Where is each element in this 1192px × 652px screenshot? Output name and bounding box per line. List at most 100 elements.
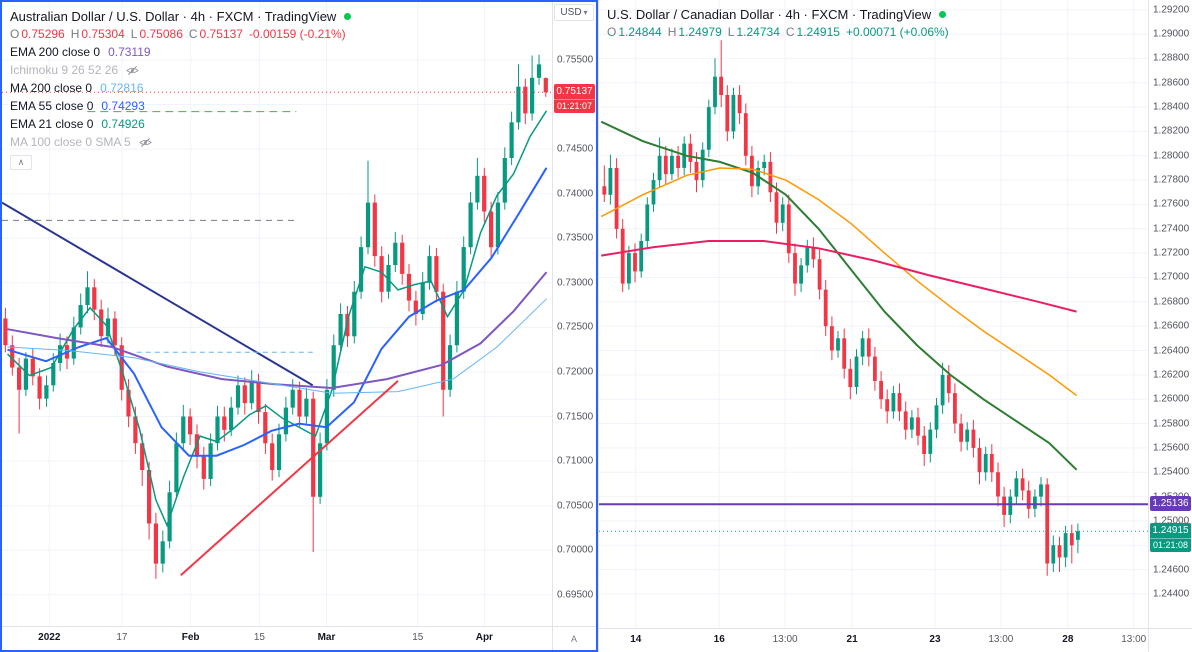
price-tick-label: 0.70000 <box>557 544 594 556</box>
price-tick-label: 0.73500 <box>557 232 594 244</box>
indicator-list: EMA 200 close 0 0.73119 Ichimoku 9 26 52 2… <box>10 43 351 151</box>
ohlc-close-label: C <box>785 25 795 39</box>
currency-dropdown[interactable]: USD ▾ <box>554 4 594 21</box>
ma-lines <box>6 110 548 528</box>
price-tick-label: 1.27600 <box>1153 198 1190 210</box>
price-tick-label: 1.25400 <box>1153 466 1190 478</box>
price-scale[interactable]: 1.244001.246001.248001.250001.252001.254… <box>1148 0 1192 628</box>
ma-lines <box>600 120 1078 471</box>
time-scale[interactable]: 2022 17 Feb 15 Mar 15 Apr <box>2 626 552 650</box>
ohlc-high-value: 0.75304 <box>81 27 125 41</box>
price-tick-label: 1.28200 <box>1153 125 1190 137</box>
indicator-row[interactable]: EMA 200 close 0 0.73119 <box>10 43 351 61</box>
legend-collapse-button[interactable]: ∧ <box>10 155 32 170</box>
chart-canvas-usdcad[interactable]: U.S. Dollar / Canadian Dollar · 4h · FXC… <box>599 0 1148 628</box>
chart-legend: Australian Dollar / U.S. Dollar · 4h · F… <box>10 7 352 170</box>
countdown-badge: 01:21:07 <box>554 99 595 113</box>
price-tick-label: 1.26200 <box>1153 369 1190 381</box>
time-tick-label: Feb <box>181 632 200 643</box>
time-tick-label: 14 <box>630 634 642 645</box>
eye-off-icon[interactable] <box>139 137 152 148</box>
price-tick-label: 1.26600 <box>1153 320 1190 332</box>
price-badge-value: 0.75137 <box>556 86 593 98</box>
price-tick-label: 0.71000 <box>557 455 594 467</box>
indicator-label: MA 200 close 0 <box>10 81 93 95</box>
time-tick-label: Apr <box>475 632 493 643</box>
time-tick-label: 13:00 <box>772 634 798 645</box>
time-tick-label: 2022 <box>38 632 61 643</box>
trendline-drawings[interactable] <box>2 91 552 576</box>
indicator-row[interactable]: MA 200 close 0 0.72816 <box>10 79 351 97</box>
price-tick-label: 1.27000 <box>1153 271 1190 283</box>
axis-corner <box>1148 628 1192 652</box>
auto-scale-button[interactable]: A <box>571 633 578 644</box>
candles-series <box>3 54 548 579</box>
indicator-row[interactable]: MA 100 close 0 SMA 5 <box>10 133 351 151</box>
time-tick-label: 16 <box>713 634 725 645</box>
price-tick-label: 1.28400 <box>1153 101 1190 113</box>
chart-svg[interactable] <box>2 2 552 626</box>
ohlc-low-label: L <box>727 25 735 39</box>
time-tick-label: 28 <box>1062 634 1074 645</box>
time-tick-label: 17 <box>116 632 128 643</box>
currency-label: USD <box>560 7 582 18</box>
time-tick-label: 15 <box>412 632 424 643</box>
ohlc-change: -0.00159 (-0.21%) <box>248 27 346 41</box>
ohlc-open-value: 1.24844 <box>618 25 662 39</box>
price-tick-label: 1.25000 <box>1153 515 1190 527</box>
price-tick-label: 0.72500 <box>557 321 594 333</box>
time-tick-label: 21 <box>846 634 858 645</box>
price-tick-label: 0.70500 <box>557 500 594 512</box>
chart-svg[interactable] <box>599 0 1148 628</box>
price-tick-label: 0.75500 <box>557 54 594 66</box>
chevron-down-icon: ▾ <box>583 8 588 17</box>
ohlc-open-value: 0.75296 <box>21 27 65 41</box>
price-badge-value: 1.24915 <box>1152 525 1189 537</box>
chart-legend: U.S. Dollar / Canadian Dollar · 4h · FXC… <box>607 5 949 41</box>
indicator-value: 0.73119 <box>108 45 151 59</box>
ohlc-change: +0.00071 (+0.06%) <box>845 25 949 39</box>
price-tick-label: 0.69500 <box>557 589 594 601</box>
price-badge: 1.24915 01:21:08 <box>1150 523 1191 553</box>
time-tick-label: Mar <box>317 632 336 643</box>
price-tick-label: 0.72000 <box>557 366 594 378</box>
time-scale[interactable]: 14 16 13:00 21 23 13:00 28 13:00 <box>599 628 1148 652</box>
ohlc-low-label: L <box>130 27 138 41</box>
indicator-value: 0.74926 <box>101 117 145 131</box>
indicator-label: EMA 200 close 0 <box>10 45 101 59</box>
trendline-drawings[interactable] <box>599 503 1148 532</box>
indicator-value: 0.74293 <box>101 99 145 113</box>
price-tick-label: 1.28800 <box>1153 52 1190 64</box>
price-tick-label: 1.26800 <box>1153 296 1190 308</box>
symbol-title-row[interactable]: U.S. Dollar / Canadian Dollar · 4h · FXC… <box>607 5 949 23</box>
price-tick-label: 1.26400 <box>1153 345 1190 356</box>
ohlc-high-label: H <box>70 27 80 41</box>
price-tick-label: 1.25600 <box>1153 442 1190 454</box>
indicator-label: Ichimoku 9 26 52 26 <box>10 63 119 77</box>
indicator-row[interactable]: Ichimoku 9 26 52 26 <box>10 61 351 79</box>
price-tick-label: 1.28600 <box>1153 77 1190 89</box>
symbol-title: U.S. Dollar / Canadian Dollar · 4h · FXC… <box>607 6 932 22</box>
candles-series <box>602 40 1080 576</box>
ohlc-close-value: 1.24915 <box>796 25 840 39</box>
chart-canvas-audusd[interactable]: Australian Dollar / U.S. Dollar · 4h · F… <box>2 2 552 626</box>
market-status-dot <box>939 10 947 18</box>
ohlc-row: O 1.24844 H 1.24979 L 1.24734 C 1.24915 +0.0… <box>607 23 949 41</box>
market-status-dot <box>344 12 352 20</box>
indicator-row[interactable]: EMA 55 close 0 0.74293 <box>10 97 351 115</box>
indicator-row[interactable]: EMA 21 close 0 0.74926 <box>10 115 351 133</box>
price-badge-value: 1.25136 <box>1152 498 1189 510</box>
price-tick-label: 1.29200 <box>1153 4 1190 16</box>
price-tick-label: 1.27400 <box>1153 223 1190 235</box>
chart-panel-usdcad: U.S. Dollar / Canadian Dollar · 4h · FXC… <box>598 0 1192 652</box>
symbol-title-row[interactable]: Australian Dollar / U.S. Dollar · 4h · F… <box>10 7 352 25</box>
price-tick-label: 0.71500 <box>557 411 594 422</box>
price-scale[interactable]: USD ▾ 0.69500 0.70000 0.70500 0.71000 0.7150… <box>552 2 596 626</box>
eye-off-icon[interactable] <box>126 65 139 76</box>
indicator-label: EMA 21 close 0 <box>10 117 94 131</box>
ohlc-low-value: 0.75086 <box>139 27 183 41</box>
time-tick-label: 13:00 <box>988 634 1014 645</box>
symbol-title: Australian Dollar / U.S. Dollar · 4h · F… <box>10 8 337 24</box>
price-tick-label: 1.27200 <box>1153 247 1190 259</box>
price-tick-label: 1.26000 <box>1153 393 1190 405</box>
